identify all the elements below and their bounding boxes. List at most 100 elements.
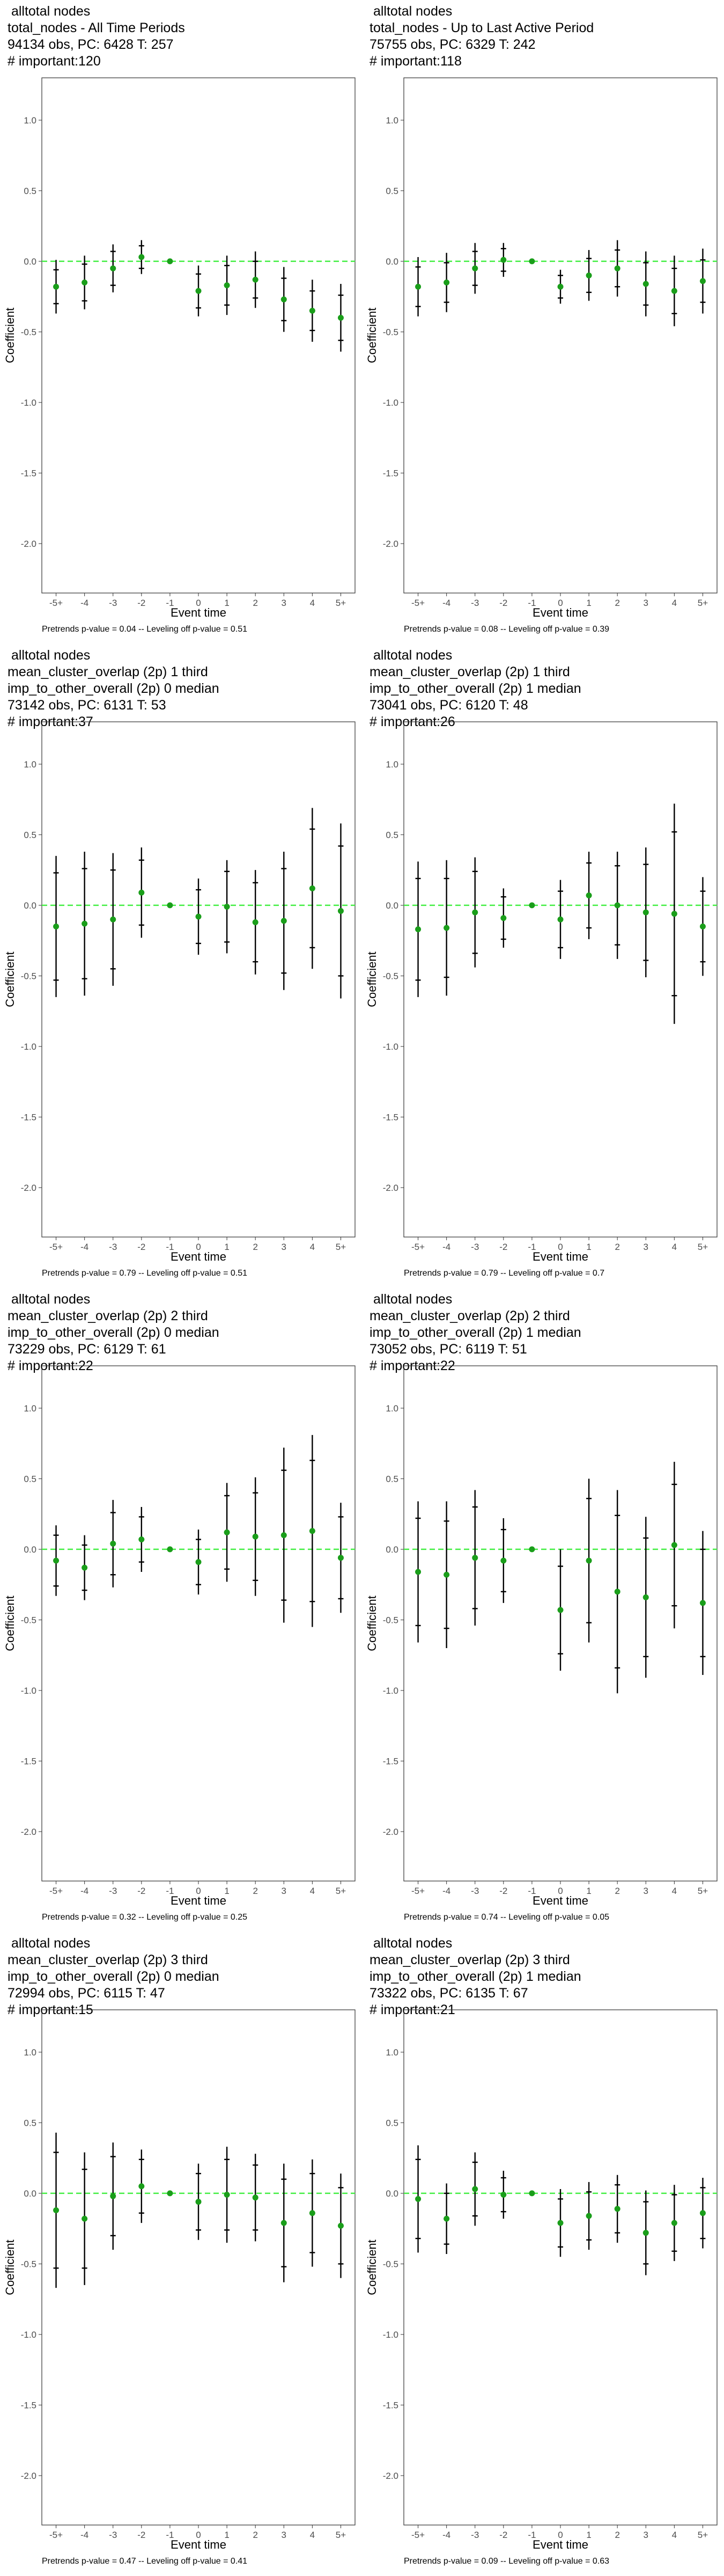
y-tick-label: -2.0 bbox=[383, 2471, 398, 2481]
coefficient-point bbox=[529, 2190, 535, 2197]
coefficient-point bbox=[167, 1546, 173, 1553]
x-axis-label: Event time bbox=[533, 1250, 588, 1263]
y-tick-label: -0.5 bbox=[21, 327, 36, 337]
x-tick-label: -1 bbox=[528, 2530, 536, 2540]
chart-title: alltotal nodes mean_cluster_overlap (2p) … bbox=[370, 647, 581, 730]
chart-title-line: 72994 obs, PC: 6115 T: 47 bbox=[8, 1986, 165, 2001]
event-study-panel: alltotal nodes mean_cluster_overlap (2p) … bbox=[0, 1288, 362, 1932]
x-tick-label: -1 bbox=[166, 1242, 174, 1252]
x-tick-label: 1 bbox=[224, 1242, 229, 1252]
coefficient-point bbox=[557, 916, 564, 923]
chart-title-line: 94134 obs, PC: 6428 T: 257 bbox=[8, 37, 174, 52]
coefficient-point bbox=[82, 2215, 88, 2222]
chart-title-line: alltotal nodes bbox=[8, 4, 91, 19]
x-tick-label: -2 bbox=[499, 1242, 507, 1252]
coefficient-point bbox=[53, 283, 60, 290]
x-tick-label: -2 bbox=[499, 598, 507, 608]
x-tick-label: -4 bbox=[80, 1886, 88, 1896]
x-tick-label: -4 bbox=[442, 1242, 450, 1252]
chart-title-line: imp_to_other_overall (2p) 0 median bbox=[8, 1325, 219, 1340]
x-tick-label: 0 bbox=[558, 2530, 563, 2540]
x-tick-label: 3 bbox=[282, 1886, 286, 1896]
coefficient-point bbox=[138, 254, 145, 260]
event-study-panel: alltotal nodes mean_cluster_overlap (2p) … bbox=[0, 1932, 362, 2576]
y-tick-label: 1.0 bbox=[386, 1403, 398, 1414]
coefficient-point bbox=[138, 2183, 145, 2190]
coefficient-point bbox=[699, 923, 706, 930]
y-tick-label: 1.0 bbox=[386, 115, 398, 126]
coefficient-point bbox=[167, 902, 173, 909]
chart-svg: 1.0 0.5 0.0 -0.5 -1.0 -1.5 -2.0 -5+ -4 -3 -2 -1 0 1 2 3… bbox=[3, 1365, 356, 1907]
chart-title: alltotal nodes mean_cluster_overlap (2p) … bbox=[370, 1935, 581, 2018]
y-axis-label: Coefficient bbox=[3, 308, 17, 363]
x-axis-label: Event time bbox=[171, 1250, 226, 1263]
y-tick-label: -2.0 bbox=[383, 539, 398, 549]
chart-title-line: mean_cluster_overlap (2p) 1 third bbox=[370, 664, 570, 679]
coefficient-point bbox=[53, 923, 60, 930]
chart-title-line: alltotal nodes bbox=[370, 1936, 453, 1951]
p-value-footer: Pretrends p-value = 0.08 -- Leveling off… bbox=[404, 625, 610, 634]
x-tick-label: 4 bbox=[310, 2530, 315, 2540]
chart-svg: 1.0 0.5 0.0 -0.5 -1.0 -1.5 -2.0 -5+ -4 -3 -2 -1 0 1 2 3… bbox=[365, 77, 718, 619]
y-tick-label: 0.5 bbox=[386, 186, 398, 196]
coefficient-point bbox=[280, 296, 287, 303]
x-tick-label: 2 bbox=[615, 1242, 619, 1252]
coefficient-point bbox=[309, 2210, 315, 2216]
x-tick-label: -2 bbox=[137, 598, 145, 608]
chart-title: alltotal nodes mean_cluster_overlap (2p) … bbox=[8, 647, 219, 730]
coefficient-point bbox=[699, 278, 706, 284]
x-tick-label: 1 bbox=[224, 1886, 229, 1896]
y-axis-label: Coefficient bbox=[365, 2240, 379, 2295]
y-tick-label: -1.0 bbox=[383, 2330, 398, 2340]
chart-title-line: mean_cluster_overlap (2p) 2 third bbox=[370, 1308, 570, 1323]
coefficient-point bbox=[224, 2192, 230, 2198]
x-axis-label: Event time bbox=[533, 2538, 588, 2551]
x-axis-label: Event time bbox=[171, 1894, 226, 1907]
x-tick-label: -3 bbox=[109, 598, 117, 608]
y-tick-label: 1.0 bbox=[386, 2047, 398, 2058]
chart-title-line: alltotal nodes bbox=[8, 1936, 91, 1951]
coefficient-point bbox=[614, 1589, 620, 1595]
chart-title-line: 73052 obs, PC: 6119 T: 51 bbox=[370, 1342, 527, 1357]
y-tick-label: -1.0 bbox=[383, 398, 398, 408]
chart-title-line: imp_to_other_overall (2p) 0 median bbox=[8, 1969, 219, 1984]
y-axis-label: Coefficient bbox=[3, 2240, 17, 2295]
coefficient-point bbox=[195, 288, 202, 294]
x-tick-label: -3 bbox=[471, 1242, 479, 1252]
coefficient-point bbox=[671, 288, 677, 294]
x-tick-label: -4 bbox=[80, 2530, 88, 2540]
y-tick-label: -0.5 bbox=[383, 2259, 398, 2269]
y-tick-label: -1.0 bbox=[21, 2330, 36, 2340]
coefficient-point bbox=[472, 265, 478, 272]
x-tick-label: -5+ bbox=[411, 2530, 425, 2540]
chart-title-line: mean_cluster_overlap (2p) 3 third bbox=[370, 1952, 570, 1967]
plot-panel-border bbox=[41, 2009, 356, 2526]
coefficient-point bbox=[699, 2210, 706, 2216]
x-tick-label: 4 bbox=[672, 1886, 677, 1896]
y-tick-label: 0.0 bbox=[386, 2189, 398, 2199]
p-value-footer: Pretrends p-value = 0.09 -- Leveling off… bbox=[404, 2557, 610, 2566]
y-tick-label: -2.0 bbox=[21, 539, 36, 549]
y-tick-label: -0.5 bbox=[21, 1615, 36, 1625]
y-axis-label: Coefficient bbox=[365, 1596, 379, 1651]
coefficient-point bbox=[167, 258, 173, 265]
x-axis-label: Event time bbox=[171, 2538, 226, 2551]
x-tick-label: 3 bbox=[644, 598, 648, 608]
x-tick-label: 1 bbox=[586, 598, 591, 608]
y-tick-label: -1.0 bbox=[21, 1042, 36, 1052]
chart-title-line: total_nodes - All Time Periods bbox=[8, 20, 185, 35]
chart-title-line: mean_cluster_overlap (2p) 2 third bbox=[8, 1308, 208, 1323]
y-tick-label: 0.5 bbox=[386, 1474, 398, 1484]
coefficient-point bbox=[309, 1528, 315, 1534]
coefficient-point bbox=[53, 1557, 60, 1564]
x-tick-label: 3 bbox=[644, 2530, 648, 2540]
y-tick-label: -1.0 bbox=[21, 398, 36, 408]
plot-panel-border bbox=[41, 77, 356, 594]
y-tick-label: -1.5 bbox=[21, 1756, 36, 1766]
y-tick-label: -0.5 bbox=[383, 1615, 398, 1625]
plot-panel-border bbox=[41, 1365, 356, 1882]
chart-title: alltotal nodes total_nodes - All Time Per… bbox=[8, 3, 185, 70]
coefficient-point bbox=[557, 283, 564, 290]
x-tick-label: 1 bbox=[586, 1242, 591, 1252]
x-tick-label: 2 bbox=[253, 1242, 257, 1252]
